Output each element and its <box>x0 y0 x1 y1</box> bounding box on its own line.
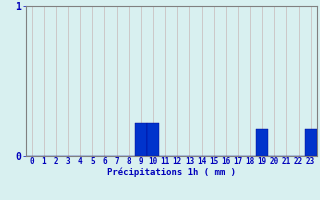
Bar <box>135 123 147 156</box>
Bar <box>147 123 159 156</box>
Bar <box>256 129 268 156</box>
X-axis label: Précipitations 1h ( mm ): Précipitations 1h ( mm ) <box>107 168 236 177</box>
Bar <box>305 129 317 156</box>
